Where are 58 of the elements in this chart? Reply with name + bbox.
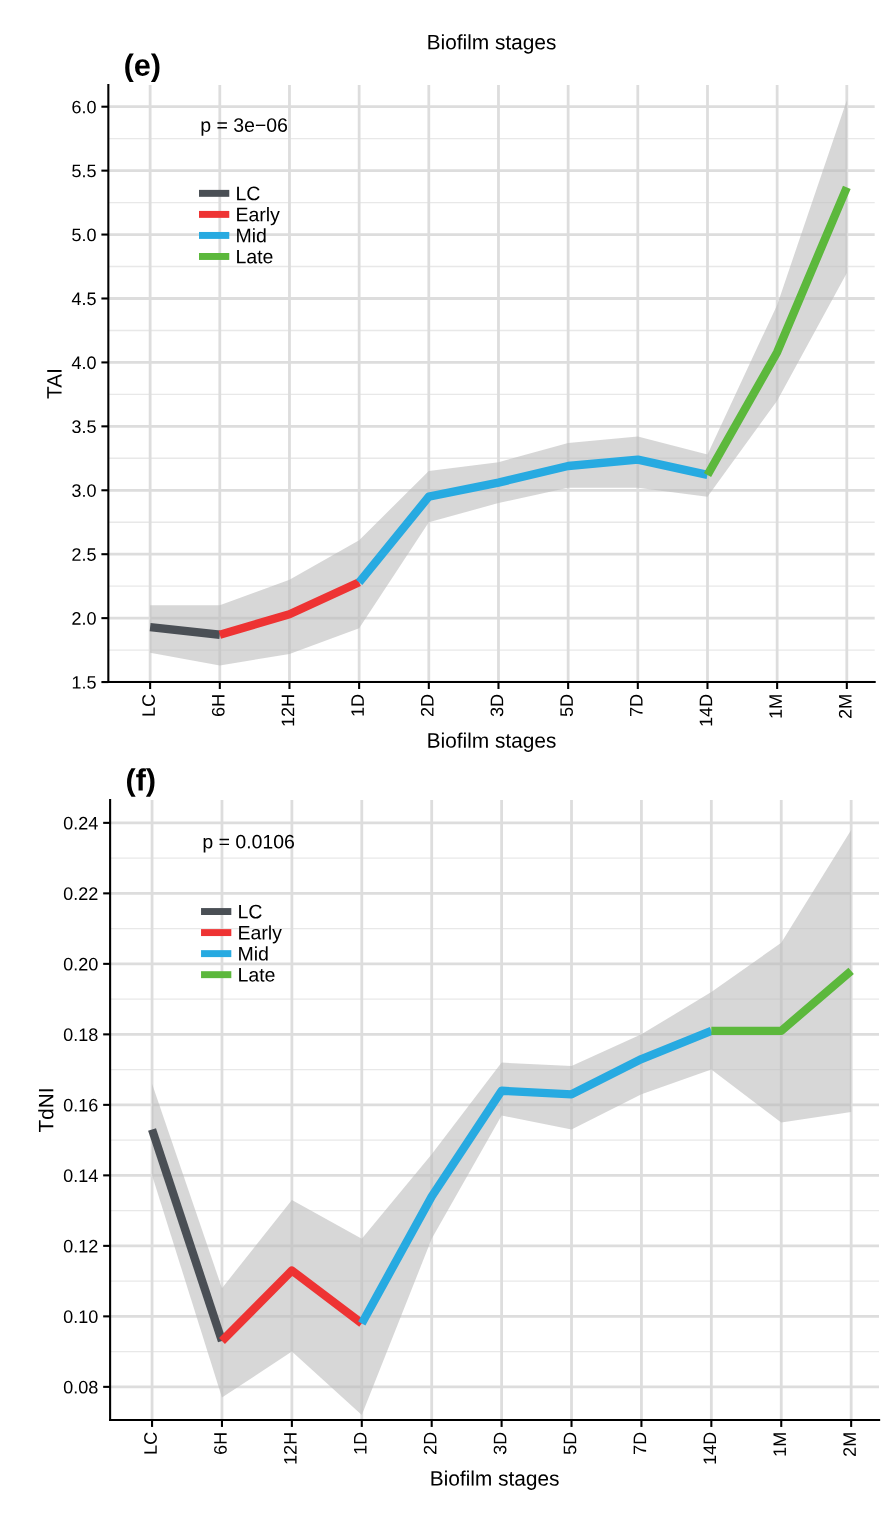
x-tick-label: 3D [493, 1432, 507, 1455]
x-tick-label: 1D [354, 1432, 367, 1454]
legend-label: LC [239, 904, 262, 919]
y-tick-label: 1.5 [72, 676, 96, 689]
legend-label: Late [237, 249, 273, 264]
x-tick-label: 14D [699, 694, 713, 726]
y-tick-label: 0.22 [63, 887, 98, 901]
y-tick-label: 2.5 [72, 548, 96, 561]
x-tick-label: 7D [633, 1432, 647, 1454]
x-tick-label: 1M [769, 695, 782, 718]
y-tick-label: 0.10 [63, 1310, 98, 1324]
x-tick-label: 2D [420, 694, 434, 717]
chart-title: (e) [125, 53, 160, 82]
legend-label: LC [237, 186, 260, 201]
x-tick-label: 12H [281, 695, 295, 726]
y-tick-label: 0.16 [63, 1098, 98, 1112]
y-axis-title: TAI [47, 370, 62, 399]
y-tick-label: 0.20 [63, 957, 98, 971]
x-tick-label: 6H [211, 695, 225, 717]
y-axis-title: TdNI [38, 1089, 54, 1133]
y-tick-label: 4.0 [71, 356, 96, 370]
y-tick-label: 5.5 [72, 164, 96, 178]
y-tick-label: 0.08 [63, 1380, 98, 1394]
legend-label: Mid [237, 228, 266, 243]
y-tick-label: 2.0 [72, 612, 96, 625]
x-tick-label: LC [142, 694, 155, 716]
legend-label: Mid [239, 946, 268, 961]
legend-label: Late [239, 968, 275, 982]
y-tick-label: 4.5 [71, 292, 96, 306]
text: Biofilm stages [428, 34, 556, 54]
legend-label: Early [239, 925, 282, 944]
y-tick-label: 0.18 [63, 1028, 98, 1042]
x-tick-label: 1D [351, 694, 364, 716]
legend-label: Early [237, 207, 280, 226]
y-tick-label: 3.0 [72, 484, 96, 497]
x-axis-title: Biofilm stages [431, 1470, 559, 1490]
y-tick-label: 6.0 [72, 100, 96, 114]
x-axis-title: Biofilm stages [428, 732, 556, 752]
annotation: p = 0.0106 [203, 834, 294, 853]
chart-title: (f) [127, 768, 155, 797]
x-tick-label: LC [144, 1432, 157, 1454]
x-tick-label: 5D [560, 694, 573, 717]
y-tick-label: 3.5 [72, 420, 96, 434]
x-tick-label: 14D [703, 1432, 717, 1464]
x-tick-label: 2D [423, 1432, 437, 1454]
x-tick-label: 2M [838, 695, 852, 719]
x-tick-label: 1M [773, 1433, 786, 1456]
x-tick-label: 7D [630, 694, 643, 717]
y-tick-label: 0.24 [63, 816, 98, 830]
x-tick-label: 3D [490, 694, 504, 717]
y-tick-label: 0.14 [63, 1169, 98, 1183]
x-tick-label: 6H [214, 1433, 227, 1454]
x-tick-label: 5D [563, 1432, 577, 1455]
y-tick-label: 0.12 [63, 1239, 98, 1253]
annotation: p = 3e−06 [201, 118, 288, 136]
x-tick-label: 12H [283, 1433, 297, 1464]
x-tick-label: 2M [843, 1433, 856, 1456]
y-tick-label: 5.0 [72, 228, 96, 242]
